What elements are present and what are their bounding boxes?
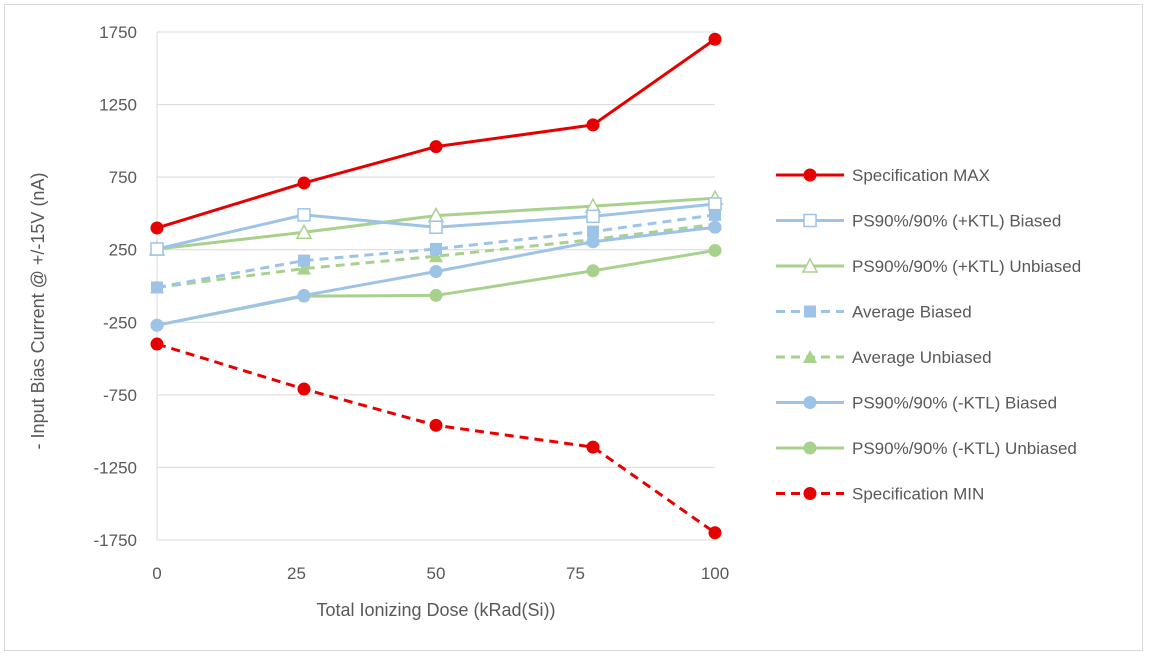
x-tick-label: 25: [287, 564, 306, 583]
data-point-marker: [297, 261, 311, 275]
series-line: [156, 342, 716, 534]
legend-label: Specification MIN: [852, 485, 984, 504]
data-point-marker: [429, 140, 443, 154]
y-axis-title: - Input Bias Current @ +/-15V (nA): [28, 173, 48, 450]
legend-item: PS90%/90% (+KTL) Unbiased: [776, 257, 1081, 276]
data-point-marker: [709, 208, 721, 221]
data-point-marker: [586, 235, 600, 249]
data-point-marker: [429, 264, 443, 278]
data-point-marker: [586, 440, 600, 454]
data-point-marker: [708, 526, 722, 540]
data-point-marker: [430, 242, 442, 255]
data-point-marker: [803, 350, 817, 363]
data-point-marker: [803, 168, 817, 182]
data-point-marker: [803, 441, 817, 455]
data-point-marker: [429, 220, 443, 234]
x-tick-labels: 0 25 50 75 100: [152, 564, 729, 583]
data-point-marker: [708, 220, 722, 234]
x-axis-title: Total Ionizing Dose (kRad(Si)): [316, 600, 555, 620]
legend-label: Average Biased: [852, 303, 972, 322]
legend-item: PS90%/90% (-KTL) Biased: [776, 394, 1057, 413]
data-point-marker: [803, 396, 817, 409]
series-line: [156, 222, 716, 289]
x-tick-label: 100: [701, 564, 729, 583]
series-average-biased: [151, 208, 721, 294]
y-tick-label: 250: [109, 241, 137, 260]
data-point-marker: [429, 418, 443, 432]
y-tick-label: 1750: [99, 23, 137, 42]
series-line: [156, 38, 716, 230]
y-tick-label: -1750: [94, 531, 137, 550]
data-point-marker: [150, 242, 164, 256]
legend-item: Specification MIN: [776, 485, 984, 504]
legend-item: PS90%/90% (-KTL) Unbiased: [776, 439, 1077, 458]
legend: Specification MAX PS90%/90% (+KTL) Biased…: [776, 166, 1081, 504]
legend-item: Specification MAX: [776, 166, 990, 185]
x-tick-label: 0: [152, 564, 161, 583]
data-point-marker: [297, 176, 311, 190]
legend-item: Average Biased: [776, 303, 972, 322]
series-specification-min: [150, 337, 722, 540]
series-ps90-90-ktl-biased: [150, 220, 722, 332]
data-point-marker: [429, 288, 443, 302]
series-group: [148, 32, 724, 540]
data-point-marker: [586, 118, 600, 132]
series-specification-max: [150, 32, 722, 235]
data-point-marker: [295, 223, 313, 240]
legend-label: PS90%/90% (+KTL) Biased: [852, 212, 1061, 231]
y-tick-label: -750: [103, 386, 137, 405]
data-point-marker: [801, 257, 819, 273]
legend-label: Specification MAX: [852, 166, 990, 185]
series-line: [156, 213, 716, 289]
legend-label: PS90%/90% (-KTL) Biased: [852, 394, 1057, 413]
data-point-marker: [587, 225, 599, 238]
legend-label: PS90%/90% (-KTL) Unbiased: [852, 439, 1077, 458]
data-point-marker: [804, 305, 816, 318]
series-ps90-90-ktl-biased: [150, 197, 722, 256]
legend-label: Average Unbiased: [852, 348, 992, 367]
y-tick-label: 750: [109, 168, 137, 187]
y-tick-labels: -1750 -1250 -750 -250 250 750 1250 1750: [94, 23, 137, 550]
gridlines: [156, 31, 715, 541]
chart-frame: [4, 4, 1143, 651]
y-tick-label: -250: [103, 313, 137, 332]
data-point-marker: [151, 281, 163, 294]
x-tick-label: 50: [427, 564, 446, 583]
data-point-marker: [150, 221, 164, 235]
y-tick-label: 1250: [99, 96, 137, 115]
data-point-marker: [803, 213, 817, 228]
data-point-marker: [297, 382, 311, 396]
data-point-marker: [298, 254, 310, 267]
data-point-marker: [586, 264, 600, 278]
y-tick-label: -1250: [94, 458, 137, 477]
data-point-marker: [803, 487, 817, 500]
data-point-marker: [708, 243, 722, 257]
data-point-marker: [150, 337, 164, 351]
data-point-marker: [429, 249, 443, 263]
data-point-marker: [586, 209, 600, 224]
legend-item: PS90%/90% (+KTL) Biased: [776, 212, 1061, 231]
data-point-marker: [708, 197, 722, 211]
legend-item: Average Unbiased: [776, 348, 992, 367]
data-point-marker: [297, 288, 311, 302]
data-point-marker: [297, 208, 311, 222]
legend-label: PS90%/90% (+KTL) Unbiased: [852, 257, 1081, 276]
x-tick-label: 75: [566, 564, 585, 583]
data-point-marker: [708, 32, 722, 46]
data-point-marker: [150, 318, 164, 332]
